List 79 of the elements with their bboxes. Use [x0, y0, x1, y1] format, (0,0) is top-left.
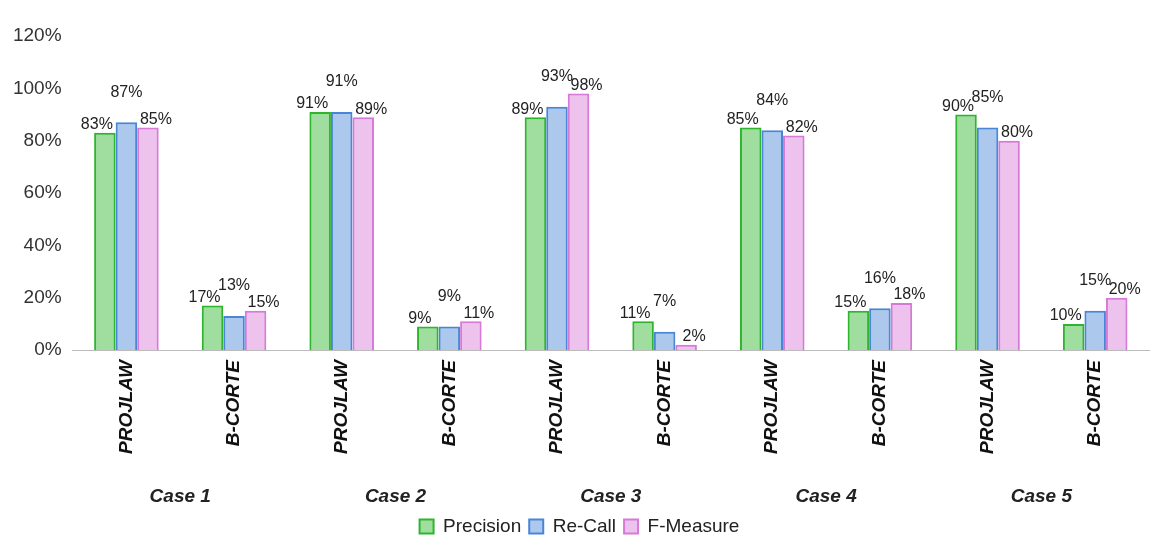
data-label: 13% — [218, 276, 251, 294]
bar — [115, 122, 138, 351]
data-label: 89% — [355, 99, 388, 117]
bar — [847, 310, 870, 351]
bar — [417, 326, 439, 351]
legend-label: Re-Call — [552, 514, 617, 536]
bar — [653, 331, 676, 351]
text: Case 4 — [795, 485, 858, 507]
bar — [567, 93, 590, 351]
bar — [1062, 323, 1085, 351]
bar — [330, 111, 353, 351]
data-label: 15% — [1079, 271, 1112, 289]
text: Case 1 — [149, 485, 211, 507]
y-tick-label: 80% — [23, 128, 62, 150]
y-tick-label: 60% — [23, 181, 62, 203]
data-label: 2% — [682, 327, 706, 345]
data-label: 83% — [80, 115, 113, 133]
y-tick-label: 100% — [12, 76, 62, 98]
data-label: 91% — [296, 94, 329, 112]
legend-label: F-Measure — [647, 514, 740, 536]
data-label: 80% — [1001, 123, 1034, 141]
bar — [890, 302, 913, 351]
bar — [869, 308, 891, 351]
bar — [783, 135, 805, 351]
x-tick-label: PROJLAW — [975, 357, 997, 454]
text: Case 2 — [364, 485, 427, 507]
data-label: 7% — [653, 292, 677, 310]
data-label: 87% — [110, 82, 143, 100]
y-tick-label: 0% — [34, 338, 62, 360]
y-tick-label: 20% — [23, 285, 62, 307]
bar — [1084, 310, 1106, 351]
x-tick-label: B-CORTE — [1083, 358, 1105, 447]
x-tick-label: B-CORTE — [222, 358, 244, 447]
data-label: 85% — [726, 110, 759, 127]
x-tick-label: B-CORTE — [868, 358, 890, 447]
data-label: 9% — [408, 308, 432, 326]
bar — [976, 127, 999, 351]
bar — [223, 316, 245, 351]
x-tick-label: B-CORTE — [652, 358, 674, 447]
bar — [675, 344, 697, 351]
bar — [546, 106, 568, 351]
x-tick-label: PROJLAW — [545, 357, 567, 454]
data-label: 89% — [511, 99, 544, 117]
legend-label: Precision — [443, 514, 522, 536]
data-label: 10% — [1049, 306, 1082, 324]
y-tick-label: 120% — [12, 24, 62, 46]
bar — [632, 321, 654, 351]
bar — [524, 117, 547, 351]
x-tick-label: PROJLAW — [329, 357, 351, 454]
bar — [1105, 297, 1128, 351]
bar — [761, 130, 784, 351]
bar — [137, 127, 159, 351]
data-label: 84% — [756, 90, 789, 108]
bar — [438, 326, 461, 351]
x-tick-label: PROJLAW — [114, 357, 136, 454]
bar — [352, 117, 374, 351]
x-tick-label: B-CORTE — [437, 358, 459, 447]
data-label: 18% — [893, 285, 926, 303]
bar — [955, 114, 977, 351]
data-label: 15% — [834, 293, 867, 311]
text: Case 3 — [580, 485, 642, 507]
bar — [309, 111, 331, 351]
data-label: 11% — [619, 303, 651, 321]
text: Case 5 — [1010, 485, 1073, 507]
data-label: 91% — [325, 72, 358, 90]
data-label: 11% — [463, 303, 495, 321]
bar — [201, 305, 224, 351]
data-label: 16% — [863, 268, 896, 286]
bar — [244, 310, 267, 351]
bar — [739, 127, 762, 351]
bar — [94, 132, 116, 351]
data-label: 9% — [437, 286, 461, 304]
bar — [460, 321, 482, 351]
data-label: 82% — [785, 117, 818, 135]
y-tick-label: 40% — [23, 233, 62, 255]
x-tick-label: PROJLAW — [760, 357, 782, 454]
bar — [998, 140, 1020, 351]
data-label: 15% — [247, 293, 280, 311]
data-label: 85% — [139, 110, 172, 127]
